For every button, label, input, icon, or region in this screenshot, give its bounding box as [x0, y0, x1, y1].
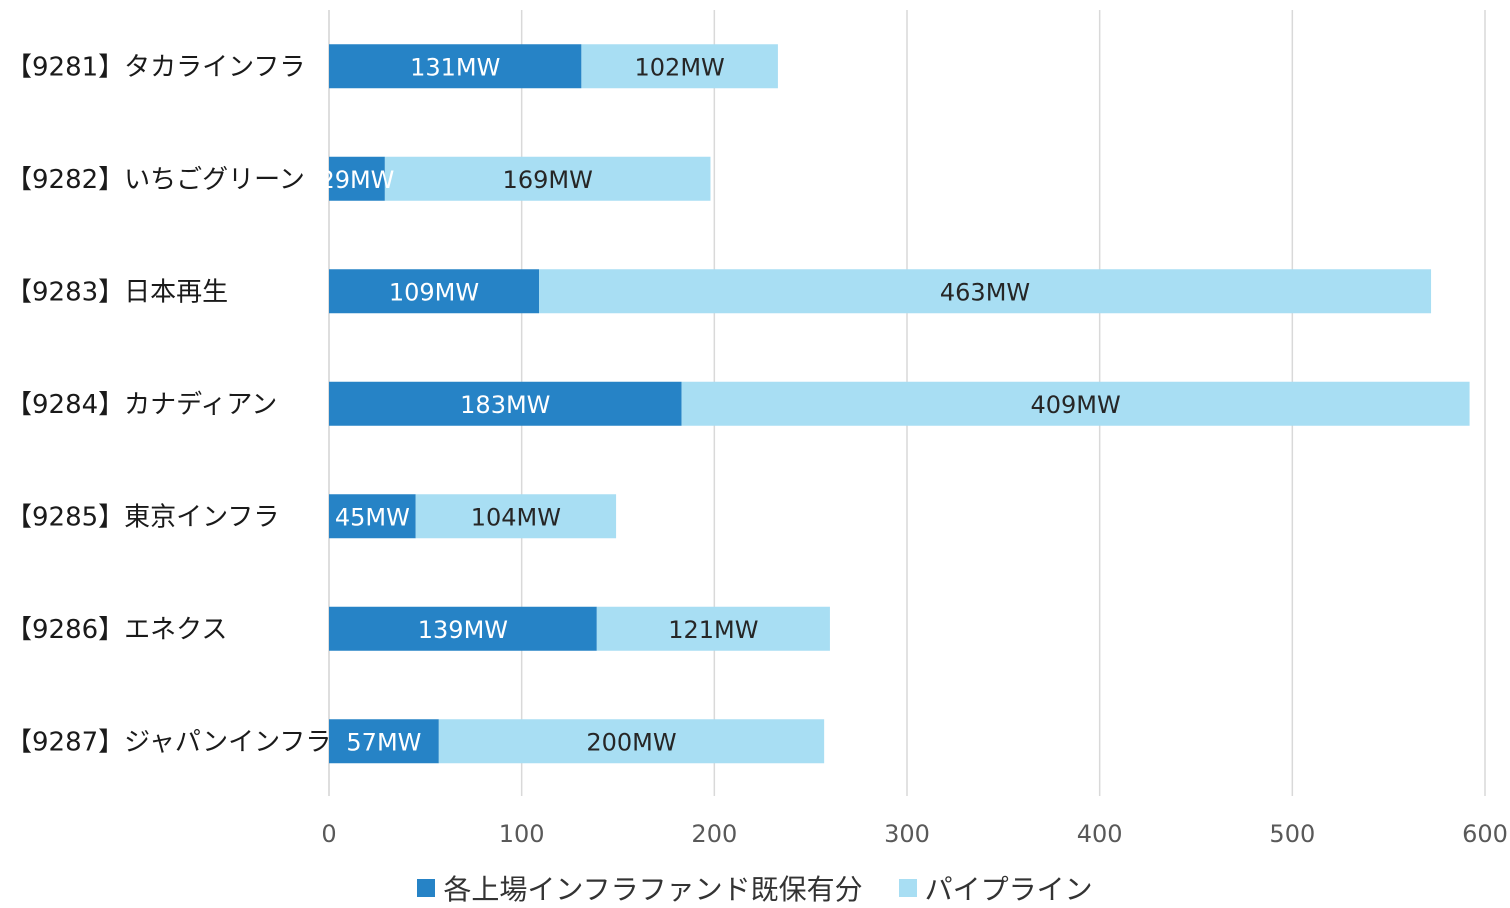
- x-tick-label: 500: [1269, 820, 1315, 848]
- x-tick-label: 0: [321, 820, 336, 848]
- x-tick-label: 400: [1077, 820, 1123, 848]
- bars: [329, 44, 1470, 764]
- data-label: 409MW: [1030, 391, 1120, 419]
- category-label: 【9285】東京インフラ: [6, 502, 279, 532]
- legend-swatch-owned: [417, 879, 436, 897]
- legend-label-owned: 各上場インフラファンド既保有分: [443, 873, 863, 906]
- data-label: 29MW: [319, 166, 394, 194]
- bar-owned: [329, 156, 385, 201]
- legend-item-pipeline: パイプライン: [898, 868, 1093, 908]
- bar-pipeline: [539, 269, 1432, 314]
- x-tick-label: 200: [691, 820, 737, 848]
- data-label: 200MW: [586, 728, 676, 756]
- bar-owned: [329, 381, 682, 426]
- bar-owned: [329, 606, 597, 651]
- bar-owned: [329, 719, 439, 764]
- legend-item-owned: 各上場インフラファンド既保有分: [417, 868, 863, 908]
- x-tick-label: 600: [1462, 820, 1508, 848]
- x-tick-label: 300: [884, 820, 930, 848]
- bar-owned: [329, 44, 582, 89]
- data-label: 121MW: [668, 616, 758, 644]
- data-label: 45MW: [335, 503, 410, 531]
- legend-label-pipeline: パイプライン: [924, 873, 1093, 906]
- data-label: 139MW: [418, 616, 508, 644]
- category-label: 【9287】ジャパンインフラ: [6, 727, 331, 757]
- category-label: 【9283】日本再生: [6, 277, 228, 307]
- data-label: 131MW: [410, 53, 500, 81]
- bar-pipeline: [415, 494, 617, 539]
- category-label: 【9281】タカラインフラ: [6, 52, 305, 82]
- data-label: 109MW: [389, 278, 479, 306]
- stacked-bar-chart: 0 100 200 300 400 500 600 【9281】タカラインフラ【9282】い…: [6, 10, 1508, 848]
- category-labels: 【9281】タカラインフラ【9282】いちごグリーン【9283】日本再生【928…: [6, 52, 331, 757]
- data-label: 104MW: [471, 503, 561, 531]
- data-label: 183MW: [460, 391, 550, 419]
- data-label: 463MW: [940, 278, 1030, 306]
- category-label: 【9284】カナディアン: [6, 390, 277, 420]
- category-label: 【9286】エネクス: [6, 615, 227, 645]
- bar-pipeline: [581, 44, 778, 89]
- bar-pipeline: [681, 381, 1470, 426]
- bar-owned: [329, 494, 416, 539]
- data-label: 102MW: [635, 53, 725, 81]
- data-label: 169MW: [503, 166, 593, 194]
- legend-swatch-pipeline: [898, 879, 917, 897]
- x-tick-label: 100: [499, 820, 545, 848]
- category-label: 【9282】いちごグリーン: [6, 165, 305, 195]
- data-label: 57MW: [346, 728, 421, 756]
- bar-pipeline: [596, 606, 830, 651]
- bar-pipeline: [438, 719, 825, 764]
- x-axis-tick-labels: 0 100 200 300 400 500 600: [321, 820, 1508, 848]
- data-labels: 131MW 102MW 29MW 169MW 109MW 463MW 183MW 409MW 4…: [319, 53, 1120, 756]
- legend: 各上場インフラファンド既保有分 パイプライン: [0, 868, 1510, 908]
- bar-pipeline: [384, 156, 711, 201]
- bar-owned: [329, 269, 540, 314]
